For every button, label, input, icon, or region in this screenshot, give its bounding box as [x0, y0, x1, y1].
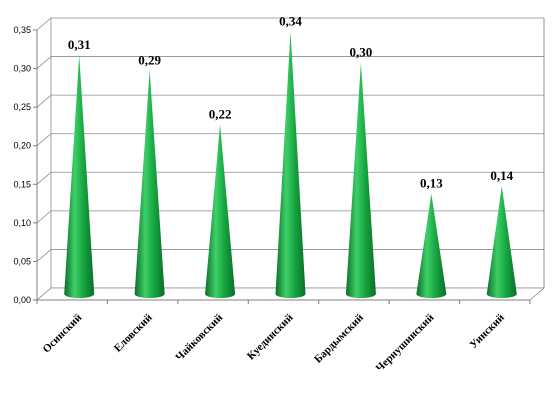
data-label: 0,30 [350, 45, 373, 60]
y-tick-label: 0,25 [13, 102, 31, 112]
category-label: Еловский [112, 311, 155, 354]
cone-bar [486, 186, 517, 298]
data-label: 0,29 [138, 52, 161, 67]
cone-bar [275, 31, 306, 298]
y-tick-label: 0,15 [13, 179, 31, 189]
labels-layer: 0,00 0,05 0,10 0,15 0,20 0,25 0,30 0,35 0,31 Осин… [13, 14, 513, 375]
cone-body [205, 124, 236, 299]
y-tick-label: 0,30 [13, 64, 31, 74]
data-label: 0,13 [420, 176, 443, 191]
y-tick-label: 0,20 [13, 141, 31, 151]
cone-bar [345, 62, 376, 299]
data-label: 0,14 [490, 168, 513, 183]
category-label: Уинский [467, 311, 507, 351]
marks-layer [64, 31, 517, 299]
data-label: 0,22 [209, 106, 232, 121]
data-label: 0,34 [279, 14, 302, 29]
y-tick-label: 0,35 [13, 25, 31, 35]
data-label: 0,31 [68, 37, 91, 52]
category-label: Чайковский [173, 311, 225, 363]
y-tick-label: 0,05 [13, 256, 31, 266]
category-label: Чернушинский [374, 311, 437, 374]
category-label: Бардымский [312, 311, 366, 365]
cone-body [416, 193, 447, 298]
category-label: Осинский [40, 311, 84, 355]
cone-body [486, 186, 517, 298]
cone-bar [64, 54, 95, 298]
category-label: Куединский [245, 311, 296, 362]
cone-body [345, 62, 376, 299]
cone-bar [205, 124, 236, 299]
cone-body [64, 54, 95, 298]
cone-bar [416, 193, 447, 298]
axis-layer [33, 29, 531, 304]
cone-bar [134, 70, 165, 299]
cone-body [134, 70, 165, 299]
y-tick-label: 0,00 [13, 295, 31, 305]
cone-body [275, 31, 306, 298]
y-tick-label: 0,10 [13, 218, 31, 228]
